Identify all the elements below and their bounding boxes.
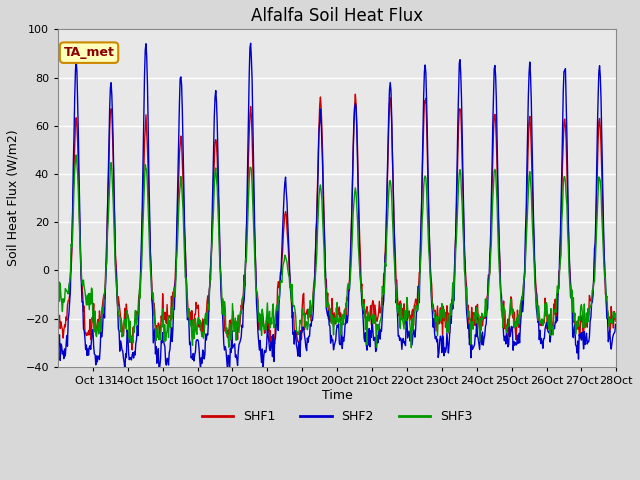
Legend: SHF1, SHF2, SHF3: SHF1, SHF2, SHF3 bbox=[196, 405, 477, 428]
SHF2 bbox=[223, 357, 230, 363]
SHF3 bbox=[223, 325, 230, 331]
SHF1 bbox=[351, 91, 359, 97]
SHF2 bbox=[612, 322, 620, 327]
SHF2 bbox=[272, 325, 280, 331]
SHF3 bbox=[612, 318, 620, 324]
SHF2 bbox=[427, 285, 435, 290]
SHF1 bbox=[612, 315, 620, 321]
SHF1 bbox=[129, 347, 136, 353]
SHF1 bbox=[223, 330, 230, 336]
Text: TA_met: TA_met bbox=[63, 46, 115, 59]
SHF2 bbox=[396, 337, 404, 343]
SHF2 bbox=[54, 329, 62, 335]
SHF3 bbox=[271, 314, 279, 320]
Line: SHF3: SHF3 bbox=[58, 155, 616, 348]
SHF2 bbox=[251, 246, 259, 252]
SHF2 bbox=[156, 371, 163, 376]
SHF3 bbox=[250, 246, 258, 252]
Title: Alfalfa Soil Heat Flux: Alfalfa Soil Heat Flux bbox=[251, 7, 423, 25]
SHF3 bbox=[120, 318, 128, 324]
X-axis label: Time: Time bbox=[322, 389, 353, 402]
Line: SHF2: SHF2 bbox=[58, 43, 616, 373]
Y-axis label: Soil Heat Flux (W/m2): Soil Heat Flux (W/m2) bbox=[7, 130, 20, 266]
SHF1 bbox=[120, 333, 127, 339]
SHF3 bbox=[408, 345, 415, 350]
SHF2 bbox=[120, 355, 127, 361]
SHF1 bbox=[250, 223, 258, 228]
SHF2 bbox=[247, 40, 255, 46]
SHF3 bbox=[395, 307, 403, 312]
SHF1 bbox=[54, 326, 62, 332]
SHF1 bbox=[396, 300, 404, 306]
SHF3 bbox=[72, 152, 80, 158]
SHF1 bbox=[271, 322, 279, 327]
SHF3 bbox=[54, 290, 62, 296]
SHF3 bbox=[427, 286, 435, 292]
Line: SHF1: SHF1 bbox=[58, 94, 616, 350]
SHF1 bbox=[427, 274, 435, 279]
